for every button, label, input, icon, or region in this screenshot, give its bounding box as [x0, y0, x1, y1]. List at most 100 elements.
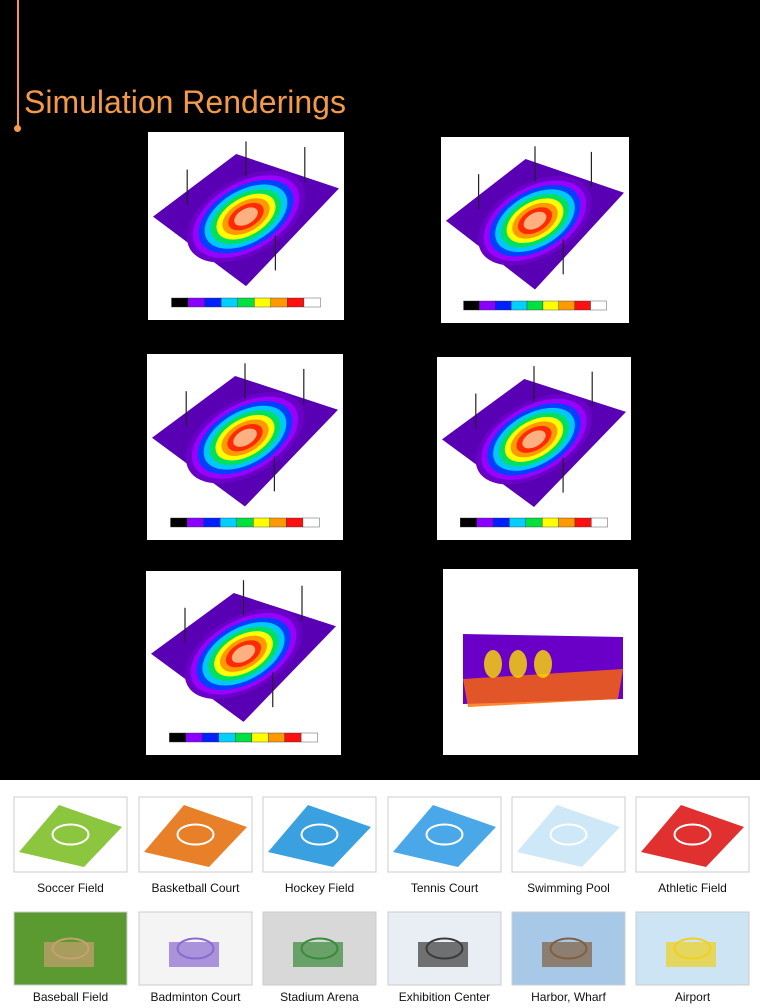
- accent-dot: [14, 125, 21, 132]
- application-label: Basketball Court: [151, 881, 240, 895]
- legend-swatch: [218, 732, 236, 743]
- legend-swatch: [253, 517, 271, 528]
- heat-contour: [234, 207, 258, 226]
- legend-swatch: [286, 517, 304, 528]
- hot-spot: [534, 650, 552, 678]
- application-label: Tennis Court: [410, 881, 479, 895]
- legend-swatch: [204, 297, 222, 308]
- court: [393, 805, 496, 867]
- rendering: [148, 132, 344, 320]
- tile-feature: [666, 942, 716, 967]
- legend-swatch: [591, 517, 608, 528]
- rendering: [441, 137, 629, 323]
- legend-swatch: [284, 732, 302, 743]
- application-label: Swimming Pool: [527, 881, 610, 895]
- legend-swatch: [574, 517, 592, 528]
- legend-swatch: [558, 300, 575, 311]
- tile-detail: [51, 823, 90, 846]
- tile-detail: [549, 823, 588, 846]
- application-label: Badminton Court: [150, 990, 241, 1004]
- legend-swatch: [185, 732, 203, 743]
- application-label: Athletic Field: [658, 881, 727, 895]
- legend-swatch: [590, 300, 607, 311]
- tile-feature: [542, 942, 592, 967]
- application-label: Soccer Field: [37, 881, 104, 895]
- legend-swatch: [574, 300, 591, 311]
- rendering: [437, 357, 631, 540]
- application-tile: [635, 796, 750, 873]
- application-tile: [138, 796, 253, 873]
- legend-swatch: [237, 297, 255, 308]
- court: [517, 805, 620, 867]
- legend-swatch: [171, 297, 189, 308]
- legend-swatch: [268, 732, 285, 743]
- tile-frame: [262, 911, 377, 986]
- application-tile: [13, 911, 128, 986]
- legend-swatch: [510, 300, 528, 311]
- legend-swatch: [463, 300, 480, 311]
- application-label: Baseball Field: [32, 990, 109, 1004]
- application-tile: [511, 796, 626, 873]
- legend-swatch: [270, 297, 288, 308]
- legend-swatch: [220, 297, 238, 308]
- tile-feature: [44, 942, 94, 967]
- legend-swatch: [492, 517, 510, 528]
- legend-swatch: [202, 732, 219, 743]
- renderings-section: Simulation Renderings: [0, 0, 760, 780]
- application-tile: [387, 796, 502, 873]
- rendering: [147, 354, 343, 540]
- legend-swatch: [525, 517, 543, 528]
- tile-detail: [673, 823, 712, 846]
- court: [641, 805, 744, 867]
- tile-feature: [418, 942, 468, 967]
- legend-swatch: [476, 517, 494, 528]
- room-floor: [463, 669, 623, 707]
- legend-swatch: [509, 517, 527, 528]
- tile-detail: [176, 823, 215, 846]
- legend-swatch: [236, 517, 254, 528]
- legend-swatch: [219, 517, 237, 528]
- section-title: Simulation Renderings: [24, 84, 346, 120]
- application-label: Hockey Field: [284, 881, 355, 895]
- heat-contour: [233, 428, 257, 447]
- application-tile: [262, 911, 377, 986]
- hot-spot: [484, 650, 502, 678]
- legend-swatch: [300, 732, 318, 743]
- legend-swatch: [479, 300, 496, 311]
- tile-detail: [425, 823, 464, 846]
- court: [144, 805, 247, 867]
- legend-swatch: [302, 517, 320, 528]
- legend-swatch: [526, 300, 544, 311]
- legend-swatch: [303, 297, 321, 308]
- legend-swatch: [187, 297, 205, 308]
- application-label: Stadium Arena: [280, 990, 359, 1004]
- accent-line: [17, 0, 19, 128]
- legend-swatch: [254, 297, 272, 308]
- application-tile: [13, 796, 128, 873]
- application-tile: [387, 911, 502, 986]
- legend-swatch: [287, 297, 305, 308]
- tile-detail: [300, 823, 339, 846]
- application-label: Exhibition Center: [398, 990, 491, 1004]
- application-label: Airport: [674, 990, 711, 1004]
- application-tile: [511, 911, 626, 986]
- application-tile: [138, 911, 253, 986]
- application-tile: [635, 911, 750, 986]
- legend-swatch: [186, 517, 204, 528]
- rendering: [146, 571, 341, 755]
- tile-feature: [169, 942, 219, 967]
- legend-swatch: [269, 517, 287, 528]
- tile-feature: [293, 942, 343, 967]
- legend-swatch: [235, 732, 252, 743]
- legend-swatch: [169, 732, 187, 743]
- heat-contour: [522, 430, 546, 449]
- legend-swatch: [203, 517, 221, 528]
- heat-contour: [523, 211, 547, 230]
- legend-swatch: [542, 300, 560, 311]
- legend-swatch: [558, 517, 576, 528]
- heat-contour: [231, 644, 256, 663]
- hot-spot: [509, 650, 527, 678]
- court: [19, 805, 122, 867]
